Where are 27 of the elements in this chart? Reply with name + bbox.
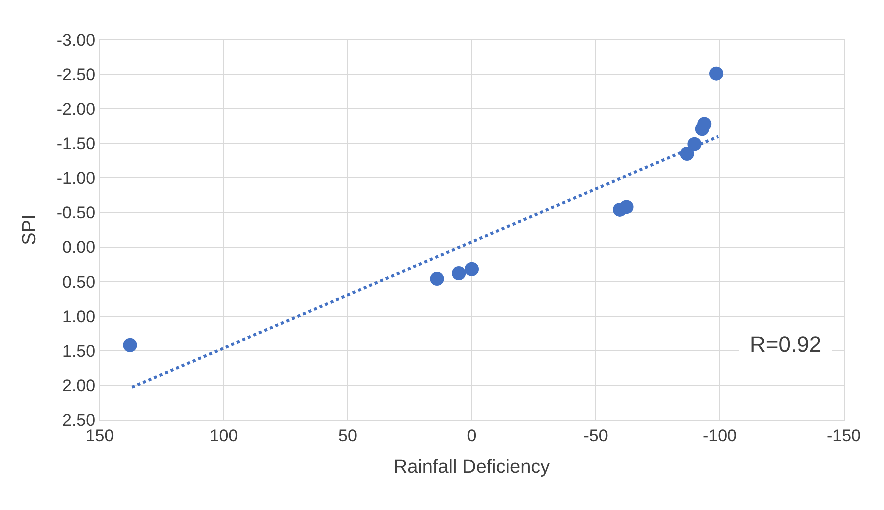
point (465, 262, 479, 276)
x-tick-label: -100 (702, 426, 738, 446)
y-axis-title: SPI (20, 214, 41, 246)
y-tick-label: -1.50 (56, 134, 96, 154)
point (698, 117, 712, 132)
x-axis-title: Rainfall Deficiency (394, 457, 551, 478)
x-tick-label: 50 (338, 426, 358, 446)
x-tick-label: 0 (467, 426, 477, 446)
y-tick-label: -2.00 (56, 100, 96, 120)
y-tick-label: -1.00 (56, 169, 96, 188)
y-tick-label: 0.50 (62, 272, 96, 292)
annotation: R=0.92 (750, 332, 822, 357)
point (452, 266, 466, 281)
point (710, 66, 724, 81)
x-tick-label: -50 (584, 426, 608, 446)
y-tick-label: 0.00 (62, 238, 96, 258)
point (430, 272, 444, 286)
y-tick-label: -3.00 (56, 30, 96, 50)
x-tick-label: 100 (210, 426, 238, 446)
y-tick-label: 1.50 (62, 342, 96, 361)
point (620, 200, 634, 214)
x-tick-label: -150 (826, 426, 862, 446)
y-tick-label: -2.50 (56, 66, 96, 84)
y-tick-label: -0.50 (56, 204, 96, 223)
point (123, 338, 138, 352)
y-tick-label: 2.00 (62, 376, 96, 396)
y-tick-label: 1.00 (62, 307, 96, 326)
